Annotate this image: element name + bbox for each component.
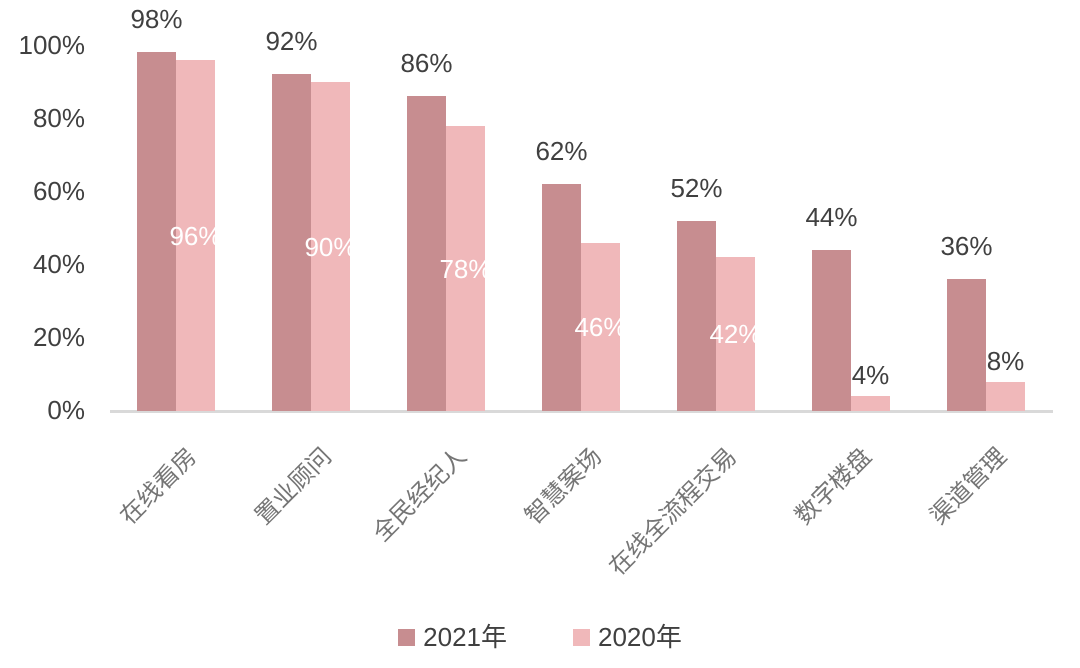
x-axis-line	[110, 410, 1053, 413]
value-label-2020年-渠道管理: 8%	[986, 346, 1025, 376]
bar-2021年-置业顾问	[272, 74, 311, 411]
x-axis-label-全民经纪人: 全民经纪人	[368, 443, 473, 547]
bar-2020年-置业顾问	[311, 82, 350, 411]
bar-2021年-在线看房	[137, 52, 176, 411]
bar-2020年-数字楼盘	[851, 396, 890, 411]
y-axis-tick-80pct: 80%	[32, 103, 85, 133]
value-label-2021年-全民经纪人: 86%	[400, 48, 453, 78]
x-axis-label-在线全流程交易: 在线全流程交易	[604, 443, 743, 581]
value-label-2021年-数字楼盘: 44%	[805, 202, 858, 232]
legend-label-2021: 2021年	[423, 622, 507, 652]
x-axis-label-智慧案场: 智慧案场	[520, 443, 608, 530]
x-axis-label-置业顾问: 置业顾问	[250, 443, 338, 530]
value-label-2020年-智慧案场: 46%	[574, 312, 627, 342]
value-label-2021年-渠道管理: 36%	[940, 231, 993, 261]
bar-2021年-智慧案场	[542, 184, 581, 411]
x-axis-label-数字楼盘: 数字楼盘	[790, 443, 878, 530]
value-label-2020年-置业顾问: 90%	[304, 231, 357, 262]
legend-item-2020: 2020年	[573, 622, 682, 652]
y-axis-tick-0pct: 0%	[47, 395, 85, 425]
x-axis-label-在线看房: 在线看房	[115, 443, 203, 530]
legend: 2021年 2020年	[0, 622, 1080, 652]
legend-item-2021: 2021年	[398, 622, 507, 652]
x-axis-label-渠道管理: 渠道管理	[925, 443, 1013, 530]
bar-2021年-数字楼盘	[812, 250, 851, 411]
y-axis-tick-100pct: 100%	[18, 30, 86, 60]
y-axis-tick-20pct: 20%	[32, 322, 85, 352]
value-label-2021年-在线看房: 98%	[130, 4, 183, 34]
value-label-2021年-在线全流程交易: 52%	[670, 173, 723, 203]
bar-2021年-渠道管理	[947, 279, 986, 411]
bar-2020年-在线全流程交易	[716, 257, 755, 411]
value-label-2020年-全民经纪人: 78%	[439, 253, 492, 284]
legend-label-2020: 2020年	[598, 622, 682, 652]
bar-2021年-在线全流程交易	[677, 221, 716, 411]
bar-2020年-在线看房	[176, 60, 215, 411]
value-label-2020年-在线全流程交易: 42%	[709, 319, 762, 349]
bar-2020年-全民经纪人	[446, 126, 485, 411]
value-label-2021年-智慧案场: 62%	[535, 136, 588, 166]
legend-swatch-2021	[398, 628, 416, 646]
value-label-2020年-数字楼盘: 4%	[851, 360, 890, 390]
bar-2020年-渠道管理	[986, 382, 1025, 411]
bar-2021年-全民经纪人	[407, 96, 446, 411]
y-axis-tick-40pct: 40%	[32, 249, 85, 279]
bar-2020年-智慧案场	[581, 243, 620, 411]
legend-swatch-2020	[573, 628, 590, 646]
y-axis-tick-60pct: 60%	[32, 176, 85, 206]
value-label-2020年-在线看房: 96%	[169, 220, 222, 251]
value-label-2021年-置业顾问: 92%	[265, 26, 318, 56]
